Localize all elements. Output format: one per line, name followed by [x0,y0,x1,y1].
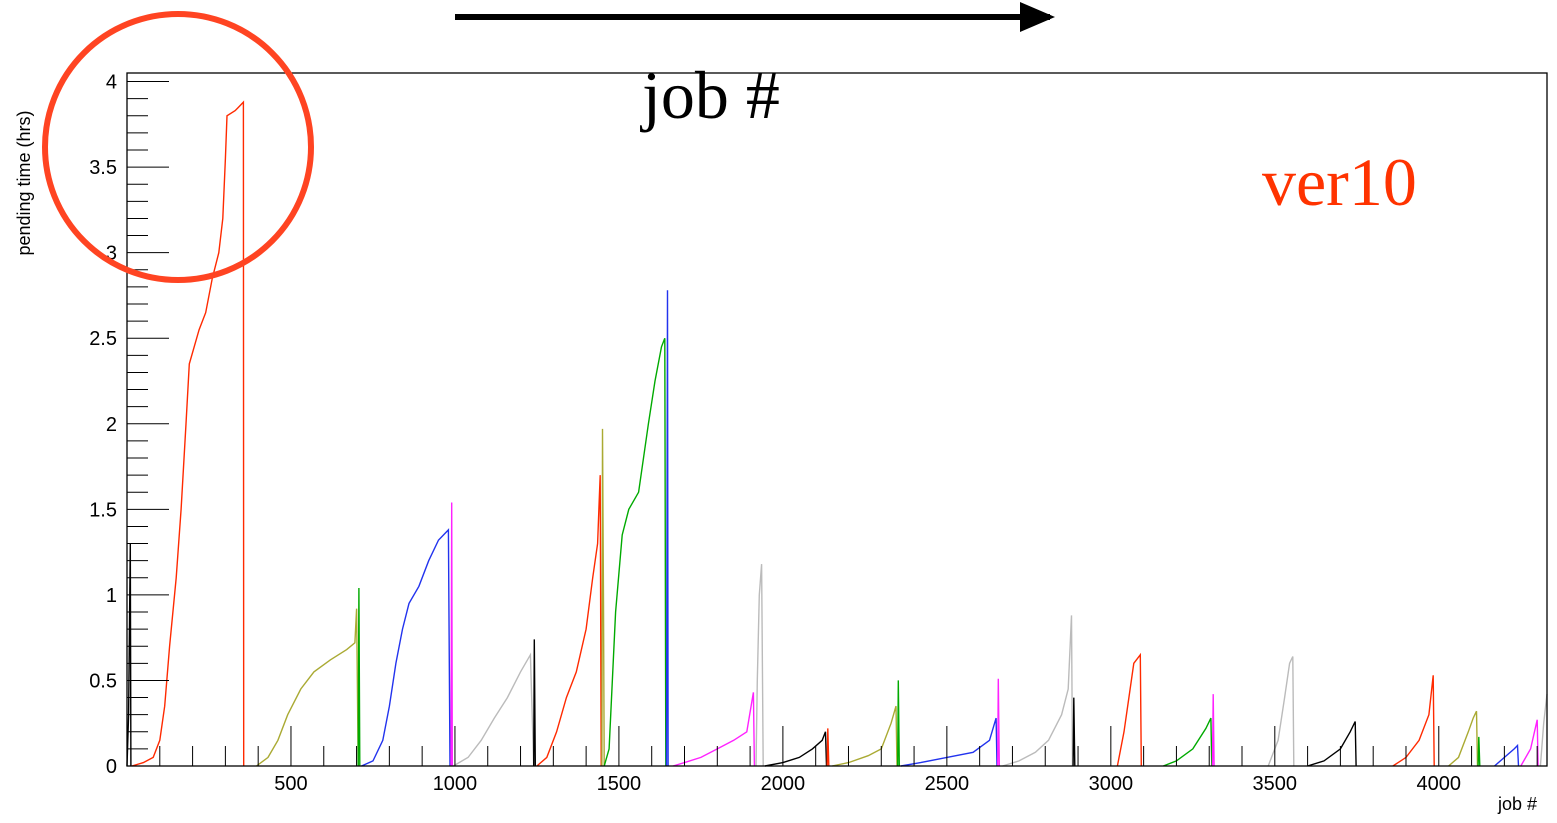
series-line-10 [603,337,667,767]
series-line-9 [601,428,605,767]
series-line-16 [831,705,898,767]
series-line-28 [1448,710,1479,767]
series-line-24 [1211,694,1215,767]
x-tick-label: 500 [274,773,307,795]
series-line-7 [533,639,536,767]
y-tick-label: 0 [106,756,117,778]
x-axis-label: job # [1497,794,1537,814]
series-line-25 [1267,656,1295,767]
y-tick-label: 3.5 [89,157,117,179]
y-tick-label: 2 [106,414,117,436]
x-tick-label: 3500 [1253,773,1298,795]
x-tick-label: 2500 [925,773,970,795]
x-tick-label: 1500 [597,773,642,795]
series-line-26 [1307,721,1357,767]
y-tick-label: 3 [106,243,117,265]
series-line-3 [357,587,361,767]
series-line-23 [1163,717,1213,767]
x-tick-label: 3000 [1089,773,1134,795]
series-layer [126,100,1548,767]
series-line-32 [1539,694,1548,767]
arrow-label: job # [640,57,780,133]
x-tick-label: 1000 [433,773,478,795]
y-tick-label: 2.5 [89,328,117,350]
series-line-6 [452,652,535,767]
version-label: ver10 [1262,144,1417,220]
series-line-5 [450,502,453,767]
series-line-19 [997,678,1000,767]
y-tick-label: 1.5 [89,499,117,521]
series-line-29 [1477,736,1481,767]
y-tick-label: 0.5 [89,670,117,692]
series-line-21 [1072,697,1076,767]
series-line-17 [897,680,900,767]
arrow-head-icon [1020,2,1055,32]
series-line-22 [1116,652,1143,767]
axes-layer: 0 0.5 1 1.5 2 2.5 3 3.5 4 500 1000 1500 2000 2500 3000… [89,72,1538,795]
series-line-27 [1392,675,1435,767]
series-line-30 [1494,743,1520,767]
highlight-circle [42,11,314,283]
series-line-31 [1520,719,1539,767]
x-tick-label: 2000 [761,773,806,795]
series-line-14 [764,731,828,767]
series-line-12 [672,692,756,767]
series-line-13 [755,564,764,767]
plot-frame [126,72,1548,767]
series-line-4 [361,528,451,767]
x-tick-label: 4000 [1417,773,1462,795]
series-line-1 [131,100,245,767]
series-line-20 [1002,615,1074,767]
y-tick-label: 4 [106,72,117,94]
series-line-11 [665,290,669,767]
y-tick-label: 1 [106,585,117,607]
series-line-8 [536,475,602,767]
series-line-18 [900,717,998,767]
series-line-2 [256,608,359,767]
series-line-15 [826,728,830,767]
y-axis-label: pending time (hrs) [14,110,34,255]
